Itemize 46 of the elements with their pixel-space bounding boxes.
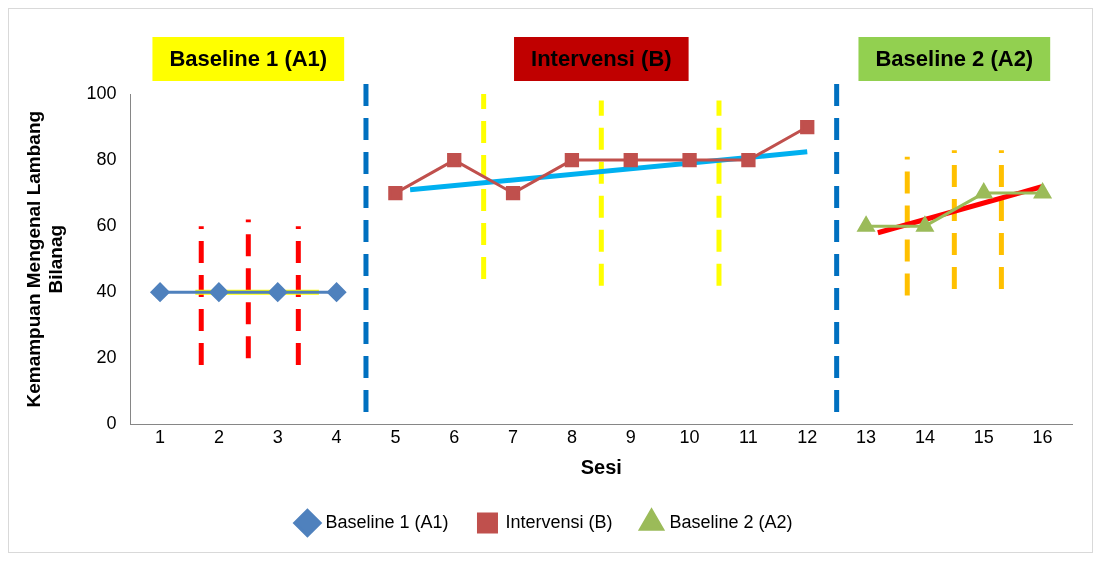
point: [564, 152, 580, 168]
x-tick-label: 13: [856, 427, 877, 448]
legend-label: Baseline 2 (A2): [669, 511, 793, 532]
text: Intervensi (B): [531, 46, 672, 72]
x-tick-label: 7: [508, 427, 519, 448]
x-tick-label: 14: [914, 427, 935, 448]
x-tick-label: 3: [272, 427, 283, 448]
x-tick-label: 9: [625, 427, 636, 448]
point: [800, 119, 815, 135]
point: [447, 152, 462, 168]
y-tick-label: 60: [96, 215, 117, 236]
y-axis-title: Kemampuan Mengenal Lambang Bilanag: [22, 110, 67, 408]
point: [327, 282, 347, 302]
point: [268, 282, 288, 302]
x-tick-label: 1: [155, 427, 166, 448]
point: [150, 282, 170, 302]
point: [916, 216, 934, 232]
point: [209, 282, 229, 302]
point: [857, 216, 875, 232]
point: [388, 185, 403, 201]
point: [505, 185, 521, 201]
y-tick-label: 80: [96, 149, 117, 170]
x-tick-label: 11: [739, 427, 758, 448]
text: Baseline 2 (A2): [875, 46, 1034, 72]
x-tick-label: 8: [566, 427, 577, 448]
x-tick-label: 4: [331, 427, 342, 448]
x-tick-label: 12: [797, 427, 818, 448]
y-tick-label: 20: [96, 347, 117, 368]
y-tick-label: 0: [106, 413, 117, 434]
text: Baseline 1 (A1): [169, 46, 328, 72]
x-tick-label: 6: [449, 427, 460, 448]
x-tick-label: 2: [213, 427, 224, 448]
x-tick-label: 5: [390, 427, 401, 448]
x-tick-label: 15: [973, 427, 994, 448]
legend-label: Baseline 1 (A1): [325, 511, 449, 532]
point: [1034, 183, 1052, 199]
point: [682, 152, 697, 168]
point: [741, 152, 756, 168]
y-tick-label: 100: [86, 82, 117, 103]
y-tick-label: 40: [96, 281, 117, 302]
x-tick-label: 10: [679, 427, 700, 448]
x-tick-label: 16: [1032, 427, 1053, 448]
point: [623, 152, 638, 168]
legend-label: Intervensi (B): [505, 511, 613, 532]
point: [975, 183, 993, 199]
x-axis-title: Sesi: [580, 455, 622, 478]
